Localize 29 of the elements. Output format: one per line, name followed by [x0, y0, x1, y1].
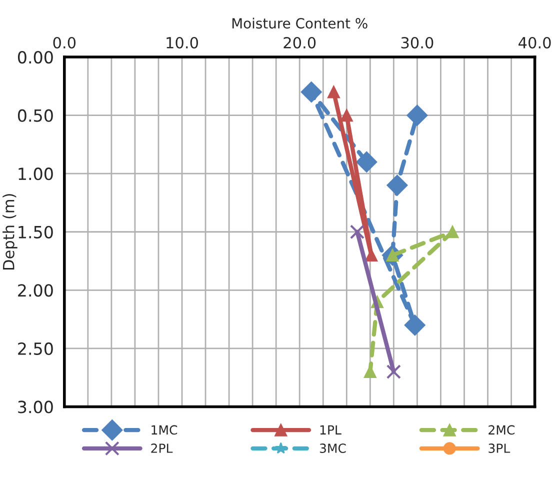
point — [327, 86, 340, 98]
legend-label: 1MC — [152, 425, 178, 435]
point — [340, 109, 353, 122]
point — [406, 104, 428, 126]
y-tick-label: 0.00 — [18, 51, 53, 64]
point — [404, 314, 426, 336]
legend-label: 3PL — [488, 444, 510, 453]
point — [386, 364, 401, 380]
point — [386, 174, 408, 196]
point — [356, 151, 378, 172]
x-tick-label: 30.0 — [401, 36, 434, 49]
legend-label: 2PL — [151, 444, 173, 453]
point — [300, 81, 322, 103]
legend-label: 1PL — [320, 425, 342, 434]
x-tick-label: 0.0 — [53, 36, 76, 49]
y-tick-label: 3.00 — [18, 400, 53, 414]
y-tick-label: 2.50 — [18, 342, 53, 356]
y-tick-label: 1.50 — [18, 226, 53, 238]
y-tick-label: 2.00 — [18, 284, 53, 297]
y-tick-label: 1.00 — [18, 168, 53, 180]
x-tick-label: 20.0 — [284, 36, 316, 49]
x-tick-label: 40.0 — [518, 36, 551, 49]
y-axis-title: Depth (m) — [2, 194, 18, 270]
legend-label: 2MC — [488, 425, 514, 435]
y-tick-label: 0.50 — [18, 109, 53, 122]
x-axis-title: Moisture Content % — [232, 18, 368, 29]
legend-label: 3MC — [320, 444, 346, 453]
x-tick-label: 10.0 — [166, 36, 198, 49]
point — [350, 224, 365, 240]
